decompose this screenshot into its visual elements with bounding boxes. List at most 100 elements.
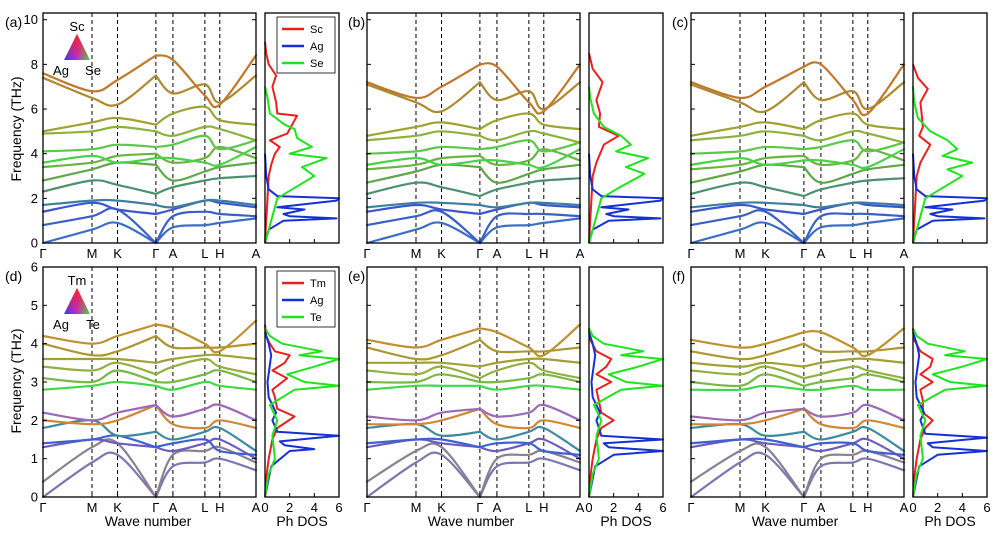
- dos-line-b-dos-Ag: [588, 153, 664, 244]
- kpoint-label-b-6: H: [539, 246, 548, 261]
- band-d-10-right: [154, 353, 258, 364]
- band-e-2-left: [365, 438, 481, 449]
- composition-triangle-d: Tm Ag Te: [53, 273, 100, 332]
- band-a-4-left: [41, 179, 157, 195]
- kpoint-label-c-2: K: [761, 246, 770, 261]
- band-f-3-right: [802, 441, 906, 456]
- band-b-7-left: [365, 156, 481, 166]
- band-e-11-right: [478, 338, 582, 354]
- dos-xtick-label-d-dos-2: 2: [286, 500, 293, 515]
- kpoint-label-b-5: L: [525, 246, 532, 261]
- ytick-label-d-0: 0: [31, 490, 38, 505]
- kpoint-label-a-6: H: [215, 246, 224, 261]
- panel-b-dos: [588, 12, 664, 244]
- legend-label-a-dos-0: Sc: [310, 24, 323, 36]
- band-e-9-left: [365, 365, 481, 380]
- dos-frame-e-dos: [588, 266, 664, 498]
- band-a-0-right: [154, 217, 258, 245]
- band-frame-c: [690, 12, 905, 244]
- band-b-8-right: [478, 139, 582, 153]
- dos-line-c-dos-Se: [912, 86, 974, 244]
- band-c-3-left: [689, 201, 805, 209]
- band-a-7-right: [154, 145, 258, 167]
- kpoint-label-b-7: A: [576, 246, 585, 261]
- band-d-6-right: [154, 403, 258, 422]
- kpoint-label-e-0: Γ: [363, 500, 370, 515]
- kpoint-label-d-1: M: [87, 500, 98, 515]
- band-c-4-left: [689, 181, 805, 198]
- band-f-10-right: [802, 357, 906, 368]
- panel-e: Γ M K Γ A L H A(e): [348, 266, 585, 515]
- band-e-11-left: [365, 338, 481, 361]
- band-d-3-right: [154, 438, 258, 456]
- panel-a-dos: Sc Ag Se: [264, 12, 340, 244]
- dos-line-d-dos-Tm: [264, 324, 296, 498]
- ytick-label-d-2: 2: [31, 413, 38, 428]
- kpoint-label-f-6: H: [863, 500, 872, 515]
- ytick-label-d-5: 5: [31, 298, 38, 313]
- band-d-7-right: [154, 380, 258, 391]
- legend-label-a-dos-2: Se: [310, 58, 323, 70]
- band-c-11-left: [689, 81, 805, 114]
- band-d-12-right: [154, 319, 258, 354]
- ytick-label-a-8: 8: [31, 57, 38, 72]
- panel-c: Γ M K Γ A L H A(c): [672, 12, 909, 261]
- dos-xtick-label-e-dos-0: 0: [585, 500, 592, 515]
- band-a-10-right: [154, 105, 258, 126]
- panel-d-dos: 0 2 4 6 Tm Ag Te: [261, 266, 343, 515]
- kpoint-label-e-3: Γ: [476, 500, 483, 515]
- xlabel-dos-e: Ph DOS: [600, 513, 651, 529]
- band-e-8-right: [478, 373, 582, 384]
- kpoint-label-b-0: Γ: [363, 246, 370, 261]
- kpoint-label-a-4: A: [169, 246, 178, 261]
- band-b-4-right: [478, 177, 582, 198]
- dos-frame-a-dos: [264, 12, 340, 244]
- band-e-5-left: [365, 407, 481, 426]
- band-d-11-right: [154, 334, 258, 350]
- kpoint-label-a-1: M: [87, 246, 98, 261]
- band-f-2-left: [689, 438, 805, 449]
- band-f-0-right: [802, 457, 906, 499]
- band-d-0-right: [154, 457, 258, 499]
- dos-line-f-dos-Tm: [912, 328, 934, 498]
- band-f-8-left: [689, 373, 805, 388]
- band-e-0-left: [365, 451, 481, 499]
- dos-xtick-label-e-dos-2: 2: [610, 500, 617, 515]
- band-e-3-right: [478, 441, 582, 456]
- dos-xtick-label-e-dos-4: 4: [635, 500, 642, 515]
- legend-label-d-dos-2: Te: [310, 312, 322, 324]
- kpoint-label-a-7: A: [252, 246, 261, 261]
- band-d-8-left: [41, 369, 157, 384]
- triangle-top-a: [64, 34, 90, 60]
- band-f-9-right: [802, 365, 906, 380]
- band-a-7-left: [41, 154, 157, 164]
- band-c-8-right: [802, 139, 906, 153]
- kpoint-label-a-0: Γ: [39, 246, 46, 261]
- panel-label-b: (b): [348, 14, 365, 30]
- band-f-3-left: [689, 437, 805, 449]
- dos-frame-c-dos: [912, 12, 988, 244]
- dos-line-f-dos-Ag: [912, 331, 988, 498]
- kpoint-label-d-5: L: [201, 500, 208, 515]
- band-b-4-left: [365, 181, 481, 198]
- band-a-9-left: [41, 125, 157, 135]
- kpoint-label-d-7: A: [252, 500, 261, 515]
- band-c-0-left: [689, 221, 805, 245]
- panel-f-dos: 0 2 4 6: [909, 266, 991, 515]
- band-d-0-left: [41, 451, 157, 499]
- ytick-label-d-1: 1: [31, 451, 38, 466]
- band-e-1-right: [478, 449, 582, 499]
- kpoint-label-f-2: K: [761, 500, 770, 515]
- kpoint-label-e-6: H: [539, 500, 548, 515]
- band-a-8-right: [154, 134, 258, 151]
- band-frame-f: [690, 266, 905, 498]
- band-f-7-left: [689, 384, 805, 392]
- dos-line-c-dos-Sc: [912, 64, 932, 244]
- band-f-9-left: [689, 365, 805, 380]
- band-b-1-right: [478, 212, 582, 245]
- band-f-10-left: [689, 361, 805, 368]
- band-f-4-right: [802, 425, 906, 453]
- kpoint-label-c-0: Γ: [687, 246, 694, 261]
- ytick-label-a-4: 4: [31, 146, 38, 161]
